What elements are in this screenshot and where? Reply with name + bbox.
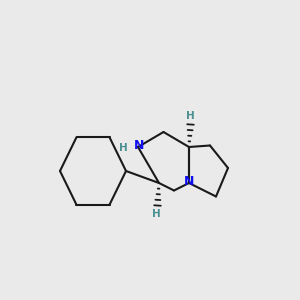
Text: H: H — [119, 142, 128, 153]
Text: H: H — [152, 209, 160, 219]
Text: H: H — [186, 111, 195, 121]
Text: N: N — [134, 139, 144, 152]
Text: N: N — [184, 175, 194, 188]
